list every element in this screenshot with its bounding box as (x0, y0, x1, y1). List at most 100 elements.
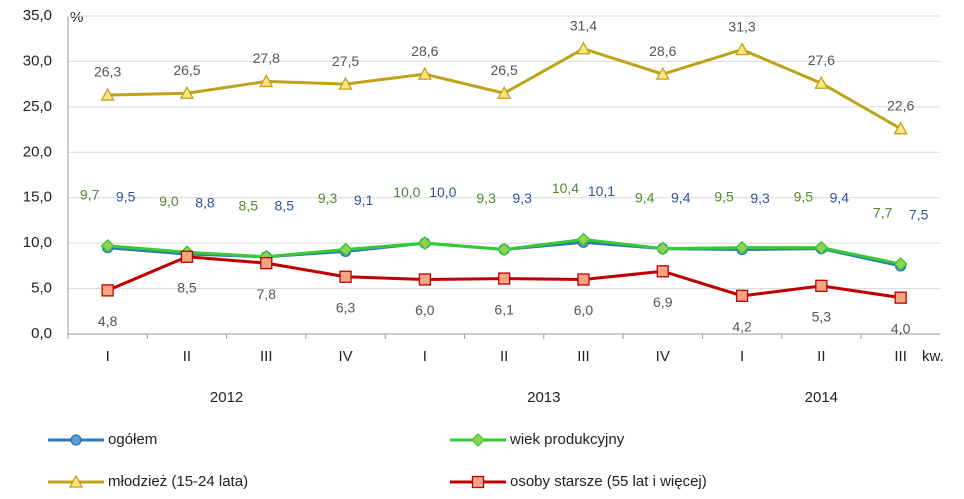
marker (101, 284, 114, 297)
value-label: 6,1 (494, 301, 514, 317)
marker (734, 42, 750, 56)
value-label: 5,3 (812, 309, 832, 325)
marker (814, 240, 829, 255)
value-label: 8,5 (239, 197, 259, 213)
value-label: 10,0 (429, 184, 456, 200)
marker (497, 242, 512, 257)
value-label: 27,6 (808, 52, 835, 68)
x-tick-label: II (500, 348, 508, 365)
y-tick-label: 20,0 (23, 143, 52, 160)
marker (338, 242, 353, 257)
value-label: 7,7 (873, 205, 893, 221)
marker (894, 291, 907, 304)
value-label: 28,6 (649, 43, 676, 59)
value-label: 4,2 (732, 319, 752, 335)
value-label: 9,7 (80, 187, 100, 203)
marker (418, 273, 432, 286)
value-label: 10,0 (393, 184, 420, 200)
marker (70, 434, 82, 446)
value-label: 9,0 (159, 193, 179, 209)
x-tick-label: II (817, 348, 825, 365)
marker (338, 76, 353, 90)
value-label: 8,5 (177, 279, 197, 295)
y-tick-label: 15,0 (23, 189, 52, 206)
marker (814, 75, 829, 89)
marker (655, 66, 670, 80)
x-tick-label: III (577, 348, 590, 365)
group-label: 2014 (805, 389, 838, 406)
marker (655, 241, 670, 256)
marker (180, 250, 194, 263)
marker (471, 475, 485, 489)
value-label: 6,3 (336, 299, 356, 315)
legend-label: osoby starsze (55 lat i więcej) (510, 473, 707, 490)
marker (893, 121, 908, 135)
marker (471, 433, 485, 447)
marker (656, 265, 669, 278)
value-label: 27,8 (253, 50, 280, 66)
value-label: 9,5 (714, 188, 734, 204)
value-label: 28,6 (411, 43, 438, 59)
group-label: 2012 (210, 389, 243, 406)
y-tick-label: 0,0 (31, 325, 52, 342)
marker (417, 236, 432, 251)
value-label: 9,3 (318, 190, 338, 206)
x-tick-label: IV (338, 348, 352, 365)
x-tick-label: I (106, 348, 110, 365)
marker (68, 474, 84, 488)
value-label: 9,4 (635, 189, 655, 205)
y-tick-label: 5,0 (31, 280, 52, 297)
value-label: 7,5 (909, 207, 929, 223)
value-label: 27,5 (332, 53, 359, 69)
x-tick-label: II (183, 348, 191, 365)
x-tick-label: III (260, 348, 273, 365)
marker (735, 289, 749, 302)
marker (893, 257, 908, 271)
marker (259, 74, 274, 88)
value-label: 22,6 (887, 97, 914, 113)
value-label: 9,3 (750, 190, 770, 206)
x-tick-label: IV (656, 348, 670, 365)
x-unit: kw. (922, 348, 944, 365)
marker (577, 273, 590, 286)
value-label: 4,8 (98, 313, 118, 329)
value-label: 8,8 (195, 195, 215, 211)
x-tick-label: III (894, 348, 907, 365)
value-label: 9,5 (116, 188, 136, 204)
value-label: 6,0 (574, 302, 594, 318)
value-label: 26,5 (173, 62, 200, 78)
value-label: 26,5 (491, 62, 518, 78)
value-label: 26,3 (94, 64, 121, 80)
value-label: 9,3 (476, 190, 496, 206)
value-label: 9,3 (512, 190, 532, 206)
y-unit: % (70, 9, 83, 26)
value-label: 9,4 (671, 189, 691, 205)
value-label: 7,8 (257, 286, 277, 302)
legend-label: młodzież (15-24 lata) (108, 473, 248, 490)
marker (179, 85, 195, 99)
value-label: 4,0 (891, 320, 911, 336)
x-tick-label: I (423, 348, 427, 365)
value-label: 10,4 (552, 180, 579, 196)
marker (815, 279, 828, 292)
marker (576, 41, 591, 55)
marker (100, 238, 115, 253)
value-label: 9,5 (794, 188, 814, 204)
y-tick-label: 35,0 (23, 7, 52, 24)
value-label: 6,0 (415, 302, 435, 318)
marker (497, 85, 512, 99)
marker (100, 87, 115, 101)
marker (497, 272, 511, 285)
marker (260, 256, 273, 270)
value-label: 6,9 (653, 294, 673, 310)
group-label: 2013 (527, 389, 560, 406)
marker (339, 270, 352, 283)
value-label: 10,1 (588, 183, 615, 199)
value-label: 31,3 (728, 18, 755, 34)
marker (735, 240, 749, 255)
y-tick-label: 25,0 (23, 98, 52, 115)
y-tick-label: 30,0 (23, 52, 52, 69)
value-label: 9,4 (830, 189, 850, 205)
value-label: 8,5 (275, 197, 295, 213)
